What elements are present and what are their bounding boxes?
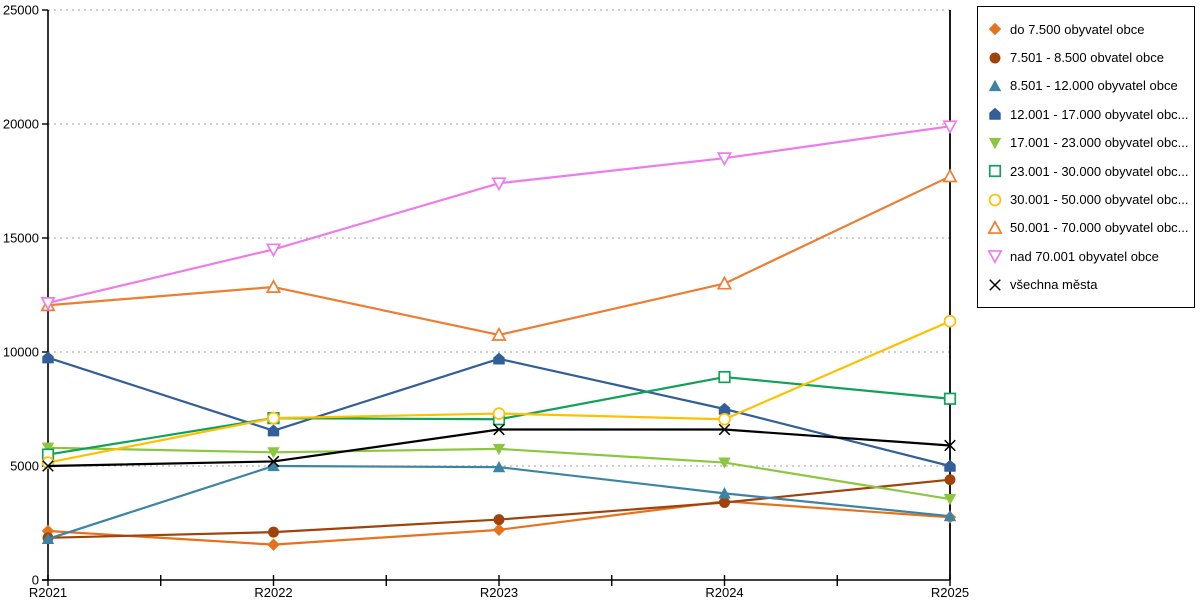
data-point-marker	[718, 423, 731, 436]
legend-label: 7.501 - 8.500 obvatel obce	[1010, 50, 1164, 66]
data-point-marker	[265, 243, 282, 258]
data-point-marker	[41, 524, 55, 538]
data-point-marker	[491, 177, 507, 192]
series-line-4	[46, 446, 952, 501]
legend-label: do 7.500 obyvatel obce	[1010, 21, 1145, 37]
legend-item: 7.501 - 8.500 obvatel obce	[978, 43, 1194, 71]
data-point-marker	[942, 120, 958, 135]
data-point-marker	[943, 493, 957, 506]
data-point-marker	[718, 370, 731, 384]
legend-item: 17.001 - 23.000 obyvatel obc...	[978, 129, 1194, 157]
data-point-marker	[41, 442, 55, 454]
data-point-marker	[718, 487, 731, 499]
triangle-up-legend-icon	[987, 219, 1003, 234]
legend-label: 30.001 - 50.000 obyvatel obc...	[1010, 192, 1189, 208]
legend-item: do 7.500 obyvatel obce	[978, 15, 1194, 43]
legend-item: všechna města	[978, 271, 1194, 299]
data-point-marker	[943, 392, 957, 405]
legend-label: 12.001 - 17.000 obyvatel obc...	[1010, 106, 1189, 122]
data-point-marker	[267, 424, 280, 437]
chart-legend: do 7.500 obyvatel obce 7.501 - 8.500 obva…	[977, 6, 1195, 308]
data-point-marker	[492, 407, 506, 420]
y-tick-label: 15000	[3, 231, 39, 246]
data-point-marker	[267, 447, 280, 459]
data-point-marker	[42, 351, 54, 364]
square-legend-icon	[988, 165, 1002, 178]
legend-item: nad 70.001 obyvatel obce	[978, 242, 1194, 270]
y-tick-label: 10000	[3, 345, 39, 360]
data-point-marker	[493, 514, 505, 526]
series-line-8	[46, 125, 952, 305]
x-tick-label: R2023	[480, 585, 518, 600]
x-tick-label: R2022	[254, 585, 292, 600]
legend-item: 50.001 - 70.000 obyvatel obc...	[978, 214, 1194, 242]
legend-label: všechna města	[1010, 277, 1098, 293]
data-point-marker	[493, 423, 505, 436]
legend-item: 12.001 - 17.000 obyvatel obc...	[978, 100, 1194, 128]
triangle-up-legend-icon	[988, 79, 1002, 92]
data-point-marker	[267, 459, 280, 472]
data-point-marker	[716, 152, 733, 167]
data-point-marker	[716, 275, 733, 290]
data-point-marker	[943, 509, 957, 522]
data-point-marker	[944, 439, 956, 452]
series-line-7	[46, 175, 952, 336]
legend-item: 30.001 - 50.000 obyvatel obc...	[978, 185, 1194, 213]
line-chart-plot: 0 5000 10000 15000 20000 25000 R2021 R2022 R2023…	[3, 3, 969, 600]
triangle-down-legend-icon	[987, 250, 1003, 265]
data-point-marker	[268, 526, 279, 538]
data-point-marker	[267, 538, 280, 551]
data-point-marker	[944, 474, 956, 486]
data-point-marker	[942, 168, 958, 183]
circle-legend-icon	[988, 193, 1002, 206]
data-point-marker	[40, 297, 56, 311]
circle-legend-icon	[989, 52, 1001, 64]
legend-item: 23.001 - 30.000 obyvatel obc...	[978, 157, 1194, 185]
triangle-down-legend-icon	[988, 137, 1002, 149]
y-tick-label: 20000	[3, 117, 39, 132]
data-point-marker	[492, 523, 506, 537]
data-point-marker	[265, 279, 282, 293]
data-point-marker	[493, 352, 505, 365]
data-point-marker	[943, 314, 957, 328]
data-point-marker	[41, 532, 55, 545]
data-point-marker	[492, 460, 506, 473]
x-legend-icon	[989, 278, 1001, 291]
data-point-marker	[718, 412, 731, 426]
pentagon-legend-icon	[989, 108, 1001, 121]
data-point-marker	[42, 460, 54, 472]
legend-label: 23.001 - 30.000 obyvatel obc...	[1010, 163, 1189, 179]
data-point-marker	[718, 457, 731, 469]
y-tick-label: 5000	[10, 459, 39, 474]
y-tick-label: 0	[32, 573, 39, 588]
data-point-marker	[944, 459, 956, 472]
data-point-marker	[267, 411, 280, 425]
data-point-marker	[719, 497, 730, 508]
data-point-marker	[492, 443, 506, 456]
data-point-marker	[718, 402, 731, 415]
legend-label: nad 70.001 obyvatel obce	[1010, 248, 1159, 264]
x-tick-label: R2021	[29, 585, 67, 600]
x-tick-label: R2025	[931, 585, 969, 600]
x-tick-label: R2024	[705, 585, 743, 600]
legend-label: 50.001 - 70.000 obyvatel obc...	[1010, 220, 1189, 236]
legend-label: 8.501 - 12.000 obyvatel obce	[1010, 78, 1178, 94]
y-tick-label: 25000	[3, 3, 39, 18]
diamond-legend-icon	[988, 22, 1002, 36]
data-point-marker	[491, 326, 507, 341]
legend-label: 17.001 - 23.000 obyvatel obc...	[1010, 135, 1189, 151]
data-point-marker	[267, 455, 280, 468]
legend-item: 8.501 - 12.000 obyvatel obce	[978, 72, 1194, 100]
series-line-6	[46, 320, 952, 464]
